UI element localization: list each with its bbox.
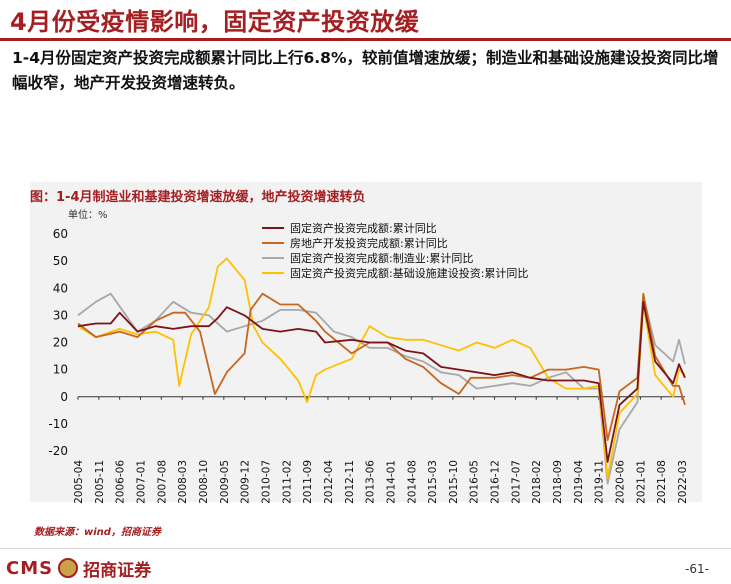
- page-title: 4月份受疫情影响，固定资产投资放缓: [10, 8, 420, 36]
- legend-entry: 固定资产投资完成额:基础设施建设投资:累计同比: [290, 266, 528, 280]
- data-source: 数据来源：wind，招商证券: [34, 527, 161, 538]
- y-tick-label: 60: [53, 227, 68, 241]
- x-tick-label: 2009-12: [240, 460, 252, 504]
- legend-entry: 房地产开发投资完成额:累计同比: [290, 236, 448, 250]
- series-line-manufacturing: [77, 292, 686, 485]
- series-line-real-estate: [77, 292, 686, 441]
- x-tick-label: 2019-11: [594, 460, 606, 504]
- x-tick-label: 2016-05: [469, 460, 481, 504]
- x-tick-label: 2014-01: [385, 460, 397, 504]
- series-line-fixed-asset: [77, 300, 686, 463]
- legend-entry: 固定资产投资完成额:制造业:累计同比: [290, 251, 473, 265]
- x-tick-label: 2015-10: [448, 460, 460, 504]
- y-tick-label: -10: [48, 417, 68, 431]
- x-tick-label: 2017-07: [510, 460, 522, 504]
- x-tick-label: 2013-06: [365, 460, 377, 504]
- x-tick-label: 2020-06: [615, 460, 627, 504]
- x-tick-label: 2008-10: [198, 460, 210, 504]
- y-axis-unit-label: 单位：%: [68, 208, 108, 221]
- chart-title: 图：1-4月制造业和基建投资增速放缓，地产投资增速转负: [30, 190, 366, 205]
- y-tick-label: 20: [53, 336, 68, 350]
- y-tick-label: 30: [53, 308, 68, 322]
- footer-divider: [0, 548, 731, 549]
- logo-seal-icon: [58, 558, 79, 578]
- series-line-infrastructure: [77, 257, 686, 479]
- x-tick-label: 2022-03: [677, 460, 689, 504]
- legend-entry: 固定资产投资完成额:累计同比: [290, 221, 437, 235]
- title-divider: [0, 38, 731, 41]
- x-tick-label: 2006-06: [115, 460, 127, 504]
- company-logo: CMS 招商证券: [6, 556, 152, 581]
- x-tick-label: 2021-08: [656, 460, 668, 504]
- x-tick-label: 2007-01: [135, 460, 147, 504]
- x-tick-label: 2007-08: [156, 460, 168, 504]
- page-number: -61-: [685, 562, 709, 576]
- x-tick-label: 2016-12: [490, 460, 502, 504]
- x-tick-label: 2005-04: [73, 460, 85, 504]
- x-tick-label: 2014-08: [406, 460, 418, 504]
- y-tick-label: 50: [53, 254, 68, 268]
- logo-latin-text: CMS: [6, 557, 54, 579]
- y-tick-label: -20: [48, 444, 68, 458]
- x-tick-label: 2010-07: [260, 460, 272, 504]
- x-tick-label: 2018-09: [552, 460, 564, 504]
- x-tick-label: 2009-05: [219, 460, 231, 504]
- x-tick-label: 2021-01: [635, 460, 647, 504]
- x-tick-label: 2019-04: [573, 460, 585, 504]
- x-tick-label: 2012-11: [344, 460, 356, 504]
- x-tick-label: 2018-02: [531, 460, 543, 504]
- logo-cn-text: 招商证券: [83, 560, 152, 581]
- page-subtitle: 1-4月份固定资产投资完成额累计同比上行6.8%，较前值增速放缓；制造业和基础设…: [12, 49, 719, 92]
- y-tick-label: 10: [53, 363, 68, 377]
- y-tick-label: 0: [60, 390, 68, 404]
- x-tick-label: 2008-03: [177, 460, 189, 504]
- x-tick-label: 2015-03: [427, 460, 439, 504]
- x-tick-label: 2012-04: [323, 460, 335, 504]
- x-tick-label: 2005-11: [94, 460, 106, 504]
- y-tick-label: 40: [53, 281, 68, 295]
- x-tick-label: 2011-02: [281, 460, 293, 504]
- x-tick-label: 2011-09: [302, 460, 314, 504]
